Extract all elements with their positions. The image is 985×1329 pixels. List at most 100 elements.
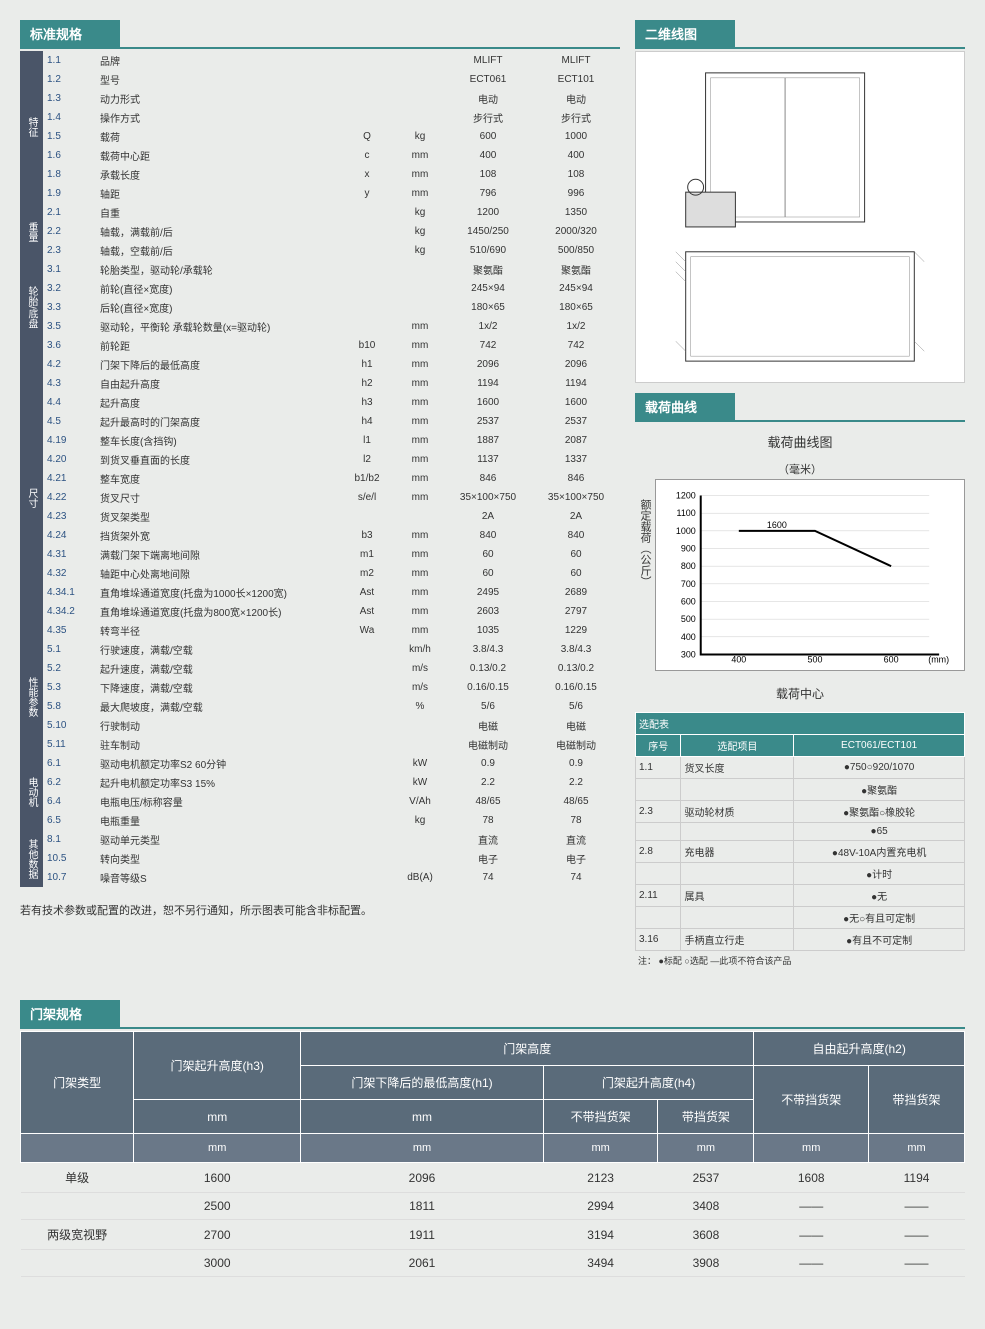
spec-cell: 6.4 [43,792,96,811]
spec-cell: kW [396,773,444,792]
spec-cell: mm [396,336,444,355]
spec-cell: 3.1 [43,260,96,279]
spec-cell: 挡货架外宽 [96,526,338,545]
spec-cell: 48/65 [444,792,532,811]
spec-cell: 2087 [532,431,620,450]
spec-cell: 4.34.1 [43,583,96,602]
option-cell: 充电器 [681,841,794,863]
spec-cell: 1600 [444,393,532,412]
mast-cell: 3608 [658,1220,754,1250]
spec-cell: 180×65 [532,298,620,317]
spec-cell: 996 [532,184,620,203]
spec-cell: 0.13/0.2 [444,659,532,678]
spec-cell: 78 [532,811,620,830]
spec-cell [338,716,396,735]
spec-cell: 108 [532,165,620,184]
spec-cell: 4.31 [43,545,96,564]
spec-cell: 180×65 [444,298,532,317]
spec-cell [338,51,396,70]
spec-cell: 起升速度，满载/空载 [96,659,338,678]
spec-cell: mm [396,165,444,184]
spec-cell: mm [396,526,444,545]
option-cell: 3.16 [636,929,681,951]
spec-cell: 电瓶重量 [96,811,338,830]
spec-cell: 6.1 [43,754,96,773]
option-cell [636,863,681,885]
spec-cell: mm [396,450,444,469]
spec-cell: 3.6 [43,336,96,355]
svg-text:900: 900 [681,543,696,553]
options-table: 选配表 序号选配项目ECT061/ECT101 1.1货叉长度●750○920/… [635,712,965,951]
option-cell [681,779,794,801]
spec-cell: 48/65 [532,792,620,811]
spec-cell: 4.2 [43,355,96,374]
spec-cell: mm [396,355,444,374]
spec-cell [396,716,444,735]
options-footnote: 注： ●标配 ○选配 —此项不符合该产品 [635,951,965,970]
spec-cell [396,507,444,526]
spec-cell: 1x/2 [532,317,620,336]
spec-cell: 电动 [532,89,620,108]
spec-cell: 承载长度 [96,165,338,184]
chart-x-label: 载荷中心 [635,685,965,702]
option-cell [636,823,681,841]
spec-cell: 3.8/4.3 [444,640,532,659]
spec-cell [396,849,444,868]
spec-cell: 噪音等级S [96,868,338,887]
spec-cell: 货叉架类型 [96,507,338,526]
spec-cell: 796 [444,184,532,203]
mast-cell: 两级宽视野 [21,1220,134,1250]
footnote: 若有技术参数或配置的改进，恕不另行通知，所示图表可能含非标配置。 [20,902,620,918]
spec-cell: 74 [532,868,620,887]
option-cell: ●65 [794,823,965,841]
spec-cell: mm [396,602,444,621]
spec-cell [396,108,444,127]
spec-cell: 5.8 [43,697,96,716]
spec-cell: 1337 [532,450,620,469]
spec-cell: h2 [338,374,396,393]
spec-cell: m1 [338,545,396,564]
category-label: 尺寸 [20,355,43,640]
spec-cell: 行驶制动 [96,716,338,735]
spec-cell: 4.21 [43,469,96,488]
spec-cell: 2A [532,507,620,526]
spec-cell: 3.8/4.3 [532,640,620,659]
spec-cell: 起升高度 [96,393,338,412]
spec-cell: 直角堆垛通道宽度(托盘为1000长×1200宽) [96,583,338,602]
spec-cell: 10.7 [43,868,96,887]
spec-cell: m2 [338,564,396,583]
spec-cell: 108 [444,165,532,184]
spec-cell: 840 [532,526,620,545]
spec-cell: Q [338,127,396,146]
category-label: 其他数据 [20,830,43,887]
spec-cell [338,279,396,298]
spec-cell: 1450/250 [444,222,532,241]
spec-cell: 2797 [532,602,620,621]
spec-cell: 4.20 [43,450,96,469]
spec-cell: 步行式 [444,108,532,127]
option-cell [636,907,681,929]
mast-cell: 1194 [869,1163,965,1193]
spec-cell: 8.1 [43,830,96,849]
spec-cell: 1887 [444,431,532,450]
spec-cell: b1/b2 [338,469,396,488]
spec-cell: 转弯半径 [96,621,338,640]
option-cell: ●750○920/1070 [794,757,965,779]
svg-text:500: 500 [681,614,696,624]
mast-cell: —— [754,1220,869,1250]
spec-cell [338,640,396,659]
spec-cell: s/e/l [338,488,396,507]
spec-cell [338,754,396,773]
spec-cell: mm [396,412,444,431]
spec-cell: MLIFT [532,51,620,70]
spec-cell: 直流 [532,830,620,849]
spec-cell: 4.5 [43,412,96,431]
drawing-header: 二维线图 [635,20,735,47]
option-cell [681,863,794,885]
spec-cell: dB(A) [396,868,444,887]
spec-cell [338,241,396,260]
spec-cell: 0.9 [444,754,532,773]
spec-cell: mm [396,146,444,165]
svg-text:1100: 1100 [677,508,696,518]
spec-cell: 1000 [532,127,620,146]
